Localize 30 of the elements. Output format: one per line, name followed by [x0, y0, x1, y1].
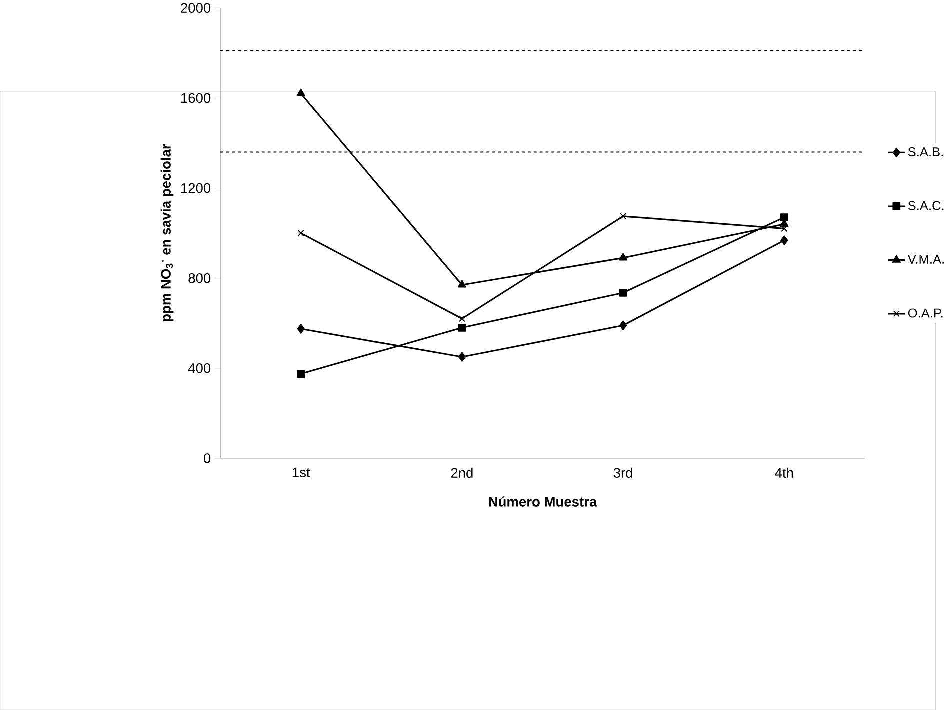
x-tick-label: 4th — [775, 468, 794, 478]
legend-label: O.A.P. — [908, 308, 943, 318]
y-tick-label: 800 — [188, 273, 211, 284]
point — [618, 252, 628, 261]
x-tick-label: 3rd — [614, 468, 632, 478]
point — [780, 213, 788, 222]
legend-label: S.A.C. — [908, 201, 944, 210]
point — [458, 324, 466, 332]
x-axis-title: Número Muestra — [489, 496, 598, 507]
point — [298, 230, 304, 236]
point — [296, 88, 306, 96]
x-tick-label: 2nd — [451, 468, 473, 478]
y-tick-label: 0 — [204, 453, 211, 464]
legend-label: S.A.B. — [908, 147, 943, 156]
point — [458, 315, 466, 322]
point — [458, 352, 466, 362]
x-tick-label: 1st — [292, 468, 310, 478]
point — [458, 280, 467, 288]
point — [780, 235, 788, 246]
point — [297, 370, 306, 378]
y-tick-label: 400 — [188, 363, 211, 374]
legend-label: V.M.A. — [908, 254, 944, 264]
point — [297, 324, 305, 334]
y-tick-label: 1600 — [181, 93, 211, 103]
point — [620, 212, 627, 220]
y-axis-title: ppm NO$_{3}$$^{-}$ en savia peciolar — [160, 144, 174, 322]
point — [619, 288, 628, 297]
point — [619, 320, 628, 330]
y-tick-label: 1200 — [181, 183, 211, 193]
y-tick-label: 2000 — [181, 3, 211, 13]
